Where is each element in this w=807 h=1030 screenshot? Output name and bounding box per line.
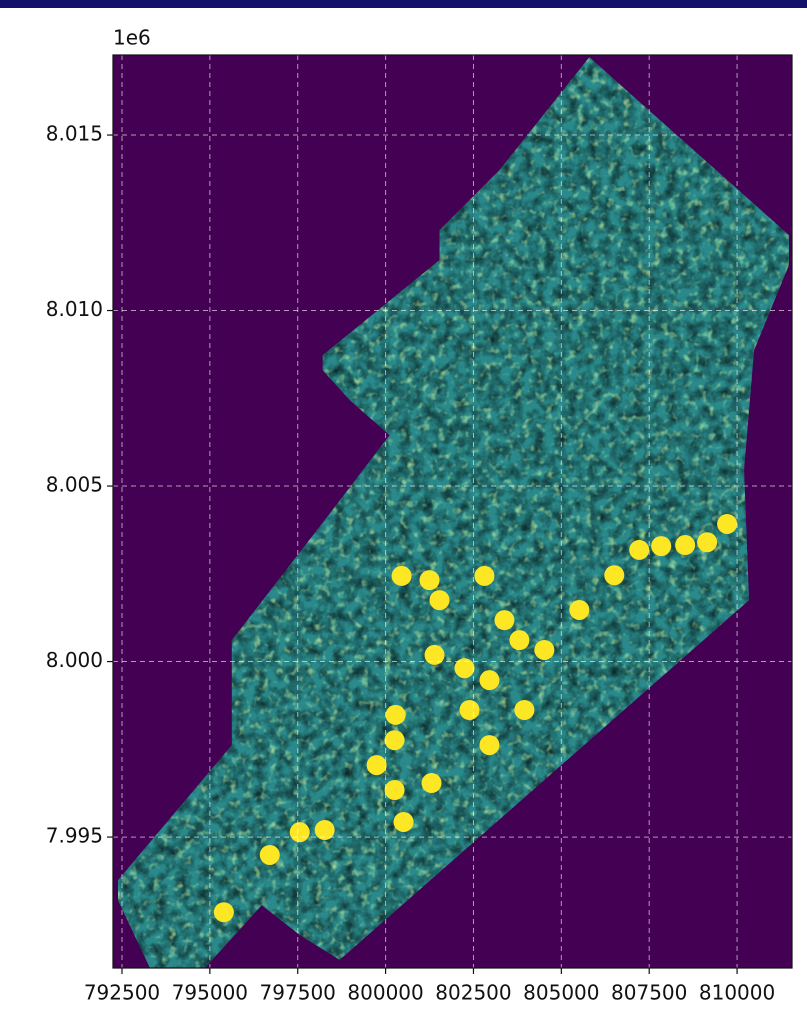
x-tick-label: 807500 [611, 981, 687, 1005]
hotspot [367, 755, 387, 775]
hotspot [422, 773, 442, 793]
hotspot [675, 535, 695, 555]
hotspot [697, 532, 717, 552]
x-tick-label: 795000 [172, 981, 248, 1005]
y-tick-label: 8.010 [46, 297, 103, 321]
hotspot [514, 700, 534, 720]
y-tick-label: 8.005 [46, 473, 103, 497]
hotspot [394, 812, 414, 832]
x-tick-label: 805000 [523, 981, 599, 1005]
hotspot [260, 845, 280, 865]
y-tick-label: 8.015 [46, 122, 103, 146]
hotspot [717, 514, 737, 534]
axis-offset-label: 1e6 [113, 26, 151, 50]
x-tick-label: 802500 [435, 981, 511, 1005]
y-tick-label: 7.995 [46, 824, 103, 848]
window-border [0, 0, 807, 8]
hotspot [430, 590, 450, 610]
chart: 1e6 792500 795000 797500 800000 802500 805000… [0, 0, 807, 1030]
hotspot [385, 730, 405, 750]
hotspot [386, 705, 406, 725]
x-tick-label: 810000 [699, 981, 775, 1005]
x-tick-label: 800000 [347, 981, 423, 1005]
page: 1e6 792500 795000 797500 800000 802500 805000… [0, 0, 807, 1030]
hotspot [290, 822, 310, 842]
hotspot [479, 735, 499, 755]
hotspot [509, 630, 529, 650]
hotspot [459, 700, 479, 720]
hotspot [420, 570, 440, 590]
hotspot [604, 565, 624, 585]
hotspot [474, 566, 494, 586]
hotspot [392, 566, 412, 586]
hotspot [569, 600, 589, 620]
hotspot [629, 540, 649, 560]
hotspot [651, 536, 671, 556]
hotspot [385, 780, 405, 800]
hotspot [534, 640, 554, 660]
hotspot [494, 610, 514, 630]
x-tick-label: 792500 [84, 981, 160, 1005]
y-tick-label: 8.000 [46, 648, 103, 672]
hotspot [479, 670, 499, 690]
hotspot [214, 902, 234, 922]
x-tick-label: 797500 [260, 981, 336, 1005]
